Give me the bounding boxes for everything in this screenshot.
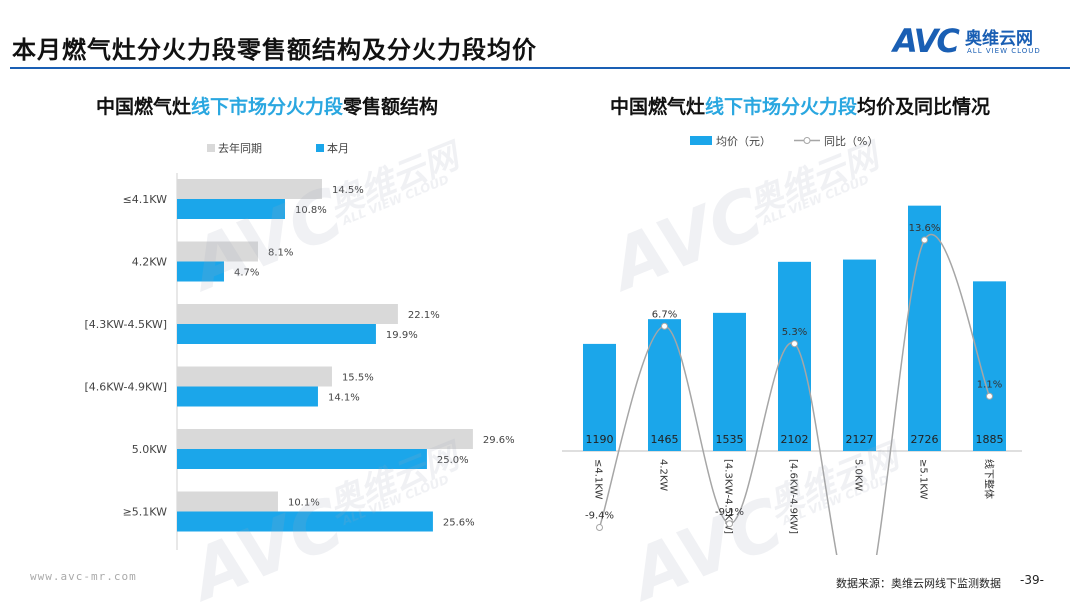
left-category-label: [4.3KW-4.5KW] — [85, 318, 168, 331]
price-bar-label: 1535 — [716, 433, 744, 446]
bar-label-current: 4.7% — [234, 268, 259, 279]
price-bar — [843, 259, 876, 451]
footer-source: 数据来源：奥维云网线下监测数据 — [836, 577, 1001, 590]
yoy-point — [726, 520, 733, 528]
yoy-point — [791, 340, 798, 348]
yoy-label: 13.6% — [909, 223, 941, 234]
bar-label-previous: 8.1% — [268, 248, 293, 259]
bar-current — [177, 199, 285, 219]
yoy-label: 1.1% — [977, 379, 1002, 390]
price-bar-label: 1465 — [651, 433, 679, 446]
yoy-point — [921, 236, 928, 244]
bar-label-current: 25.0% — [437, 455, 469, 466]
legend-label-previous: 去年同期 — [218, 141, 262, 155]
bar-label-current: 25.6% — [443, 518, 475, 529]
yoy-point — [596, 524, 603, 531]
legend-swatch-previous — [207, 144, 215, 152]
right-title-part-2: 线下市场分火力段 — [705, 96, 858, 118]
right-category-label: [4.6KW-4.9KW] — [788, 459, 799, 534]
price-bar — [973, 281, 1006, 451]
logo-mark: AVC — [893, 22, 960, 60]
left-category-label: 4.2KW — [132, 256, 167, 269]
right-category-label: [4.3KW-4.5KW] — [723, 459, 734, 534]
bar-current — [177, 261, 224, 282]
right-chart-title: 中国燃气灶线下市场分火力段均价及同比情况 — [610, 92, 990, 119]
bar-label-current: 10.8% — [295, 205, 327, 216]
left-chart-title: 中国燃气灶线下市场分火力段零售额结构 — [96, 92, 438, 119]
legend-swatch-current — [316, 144, 324, 152]
yoy-label: 6.7% — [652, 309, 677, 320]
price-bar — [908, 205, 941, 451]
legend-label-current: 本月 — [327, 141, 349, 155]
right-title-part-3: 均价及同比情况 — [857, 96, 991, 118]
bar-current — [177, 449, 427, 469]
legend-label-yoy: 同比（%） — [824, 135, 878, 148]
price-bar-label: 1190 — [586, 433, 614, 446]
bar-label-previous: 14.5% — [332, 185, 364, 196]
bar-previous — [177, 366, 332, 387]
right-category-label: ≥5.1KW — [918, 459, 929, 499]
bar-previous — [177, 429, 473, 449]
price-bar-label: 2726 — [911, 433, 939, 446]
right-category-label: 5.0KW — [853, 459, 864, 491]
price-bar-label: 1885 — [976, 433, 1004, 446]
price-bar — [713, 312, 746, 451]
left-title-part-1: 中国燃气灶 — [96, 96, 192, 118]
bar-previous — [177, 491, 278, 512]
page-number: -39- — [1020, 573, 1044, 587]
bar-label-previous: 29.6% — [483, 435, 515, 446]
header-divider — [10, 67, 1070, 69]
left-title-part-3: 零售额结构 — [343, 96, 439, 118]
price-bar-label: 2127 — [846, 433, 874, 446]
right-title-part-1: 中国燃气灶 — [610, 96, 706, 118]
legend-marker-yoy — [803, 137, 811, 144]
left-title-part-2: 线下市场分火力段 — [191, 96, 344, 118]
yoy-point — [661, 322, 668, 330]
left-category-label: ≤4.1KW — [123, 193, 168, 206]
legend-label-price: 均价（元） — [716, 135, 771, 148]
right-category-label: 线下整体 — [983, 459, 996, 499]
avc-logo: AVC 奥维云网 ALL VIEW CLOUD — [893, 22, 1063, 62]
yoy-point — [986, 392, 993, 400]
bar-label-previous: 22.1% — [408, 310, 440, 321]
bar-previous — [177, 304, 398, 324]
price-bar — [583, 343, 616, 451]
right-combo-chart: 均价（元） 同比（%） 1190 ≤4.1KW 1465 4.2KW 1535 [4.3KW-… — [562, 135, 1022, 555]
yoy-label: 5.3% — [782, 327, 807, 338]
logo-cn: 奥维云网 — [965, 29, 1033, 49]
yoy-label: -9.4% — [585, 511, 614, 522]
bar-previous — [177, 179, 322, 199]
bar-label-current: 19.9% — [386, 330, 418, 341]
bar-previous — [177, 241, 258, 262]
bar-label-previous: 10.1% — [288, 498, 320, 509]
left-category-label: ≥5.1KW — [123, 506, 168, 519]
left-category-label: 5.0KW — [132, 443, 167, 456]
bar-current — [177, 511, 433, 532]
left-bar-chart: 去年同期 本月 ≤4.1KW 14.5% 10.8% 4.2KW 8.1% 4.7% [4.3K… — [85, 141, 515, 550]
page-title: 本月燃气灶分火力段零售额结构及分火力段均价 — [12, 36, 537, 64]
left-category-label: [4.6KW-4.9KW] — [85, 381, 168, 394]
logo-en: ALL VIEW CLOUD — [967, 47, 1041, 55]
bar-label-current: 14.1% — [328, 393, 360, 404]
right-category-label: 4.2KW — [658, 459, 669, 491]
price-bar — [778, 261, 811, 451]
bar-label-previous: 15.5% — [342, 373, 374, 384]
right-category-label: ≤4.1KW — [593, 459, 604, 499]
footer-url: www.avc-mr.com — [30, 570, 137, 583]
bar-current — [177, 386, 318, 407]
bar-current — [177, 324, 376, 344]
price-bar-label: 2102 — [781, 433, 809, 446]
legend-swatch-price — [690, 136, 712, 145]
yoy-label: -9.1% — [715, 507, 744, 518]
